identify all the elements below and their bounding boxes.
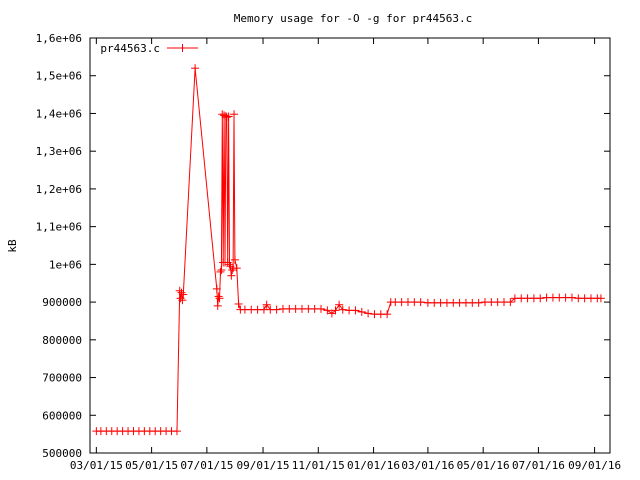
data-point [218,110,227,119]
data-point [232,264,241,273]
data-point [536,294,545,303]
data-point [351,306,360,315]
data-point [222,113,231,122]
x-axis: 03/01/15 05/01/15 07/01/15 09/01/15 11/01/15… [70,38,621,472]
data-point [227,271,236,280]
y-axis: 500000 600000 700000 800000 900000 1e+06 1,1e+… [36,32,610,460]
x-tick-label: 09/01/15 [237,459,290,472]
data-point [224,112,233,121]
data-point [506,298,515,307]
data-point [272,305,281,314]
chart-title: Memory usage for -O -g for pr44563.c [234,12,472,25]
y-tick-label: 1,5e+06 [36,70,82,83]
y-tick-label: 1,3e+06 [36,145,82,158]
data-point [234,299,243,308]
x-tick-label: 05/01/16 [457,459,510,472]
data-point [172,427,181,436]
data-point [179,290,188,299]
y-tick-label: 1,2e+06 [36,183,82,196]
data-point [474,298,483,307]
plot-frame [89,37,611,454]
y-tick-label: 800000 [42,334,82,347]
data-point [262,300,271,309]
x-tick-label: 01/01/16 [347,459,400,472]
data-point [216,267,225,276]
x-tick-label: 03/01/16 [401,459,454,472]
y-tick-label: 1,6e+06 [36,32,82,45]
series-markers [92,64,605,436]
x-tick-label: 11/01/15 [292,459,345,472]
y-tick-label: 1,1e+06 [36,221,82,234]
data-point [335,300,344,309]
y-tick-label: 1e+06 [49,258,82,271]
series-line-pr44563 [96,68,601,432]
data-point [331,306,340,315]
data-point [596,294,605,303]
data-point [357,307,366,316]
data-point [191,64,200,73]
data-point [230,255,239,264]
data-point [225,260,234,269]
x-tick-label: 03/01/15 [70,459,123,472]
data-point [217,266,226,275]
y-tick-label: 600000 [42,409,82,422]
x-tick-label: 07/01/15 [180,459,233,472]
data-point [213,301,222,310]
data-point [228,266,237,275]
x-tick-label: 07/01/16 [512,459,565,472]
data-point [416,298,425,307]
data-point [178,296,187,305]
y-tick-label: 1,4e+06 [36,107,82,120]
x-tick-label: 09/01/16 [568,459,621,472]
legend-label: pr44563.c [100,42,160,55]
y-axis-label: kB [6,239,19,253]
data-point [317,304,326,313]
y-tick-label: 500000 [42,447,82,460]
data-point [383,310,392,319]
data-point [338,305,347,314]
data-point [230,110,239,119]
y-tick-label: 700000 [42,372,82,385]
data-point [212,284,221,293]
x-tick-label: 05/01/15 [125,459,178,472]
data-point [567,293,576,302]
data-point [215,294,224,303]
data-point [364,309,373,318]
data-point [175,286,184,295]
data-point [323,306,332,315]
data-point [177,288,186,297]
legend: pr44563.c [100,42,198,55]
data-point [214,292,223,301]
y-tick-label: 900000 [42,296,82,309]
